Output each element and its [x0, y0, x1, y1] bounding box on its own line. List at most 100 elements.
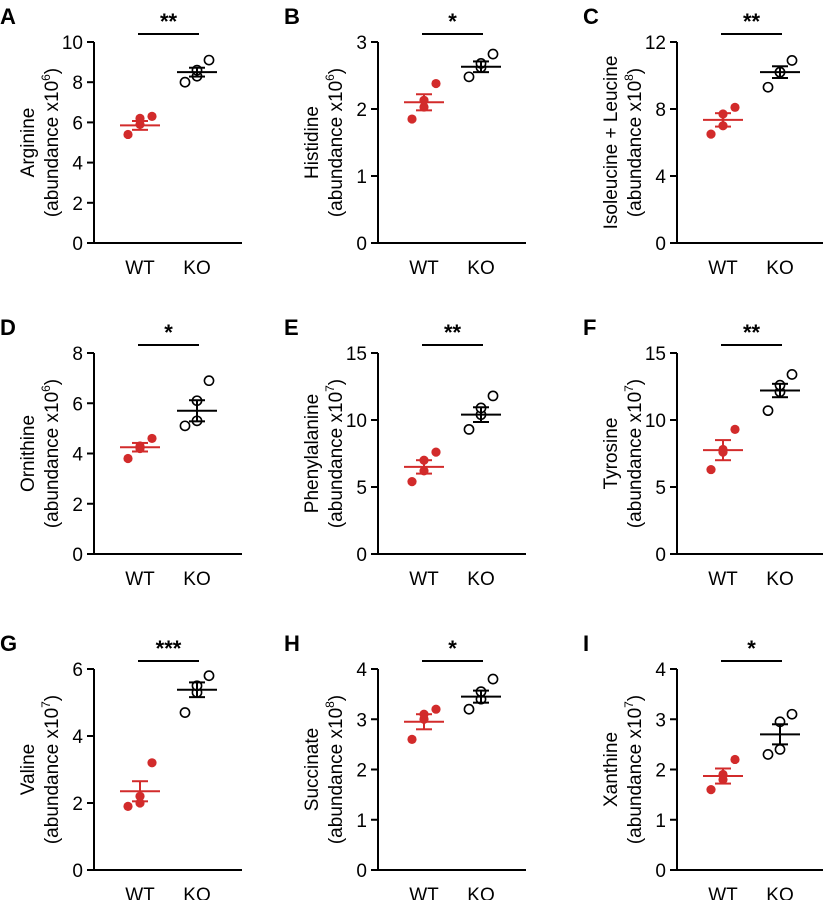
y-tick-label: 8 — [655, 100, 666, 121]
significance-label: ** — [743, 9, 761, 34]
y-axis-label-close: ) — [326, 379, 347, 385]
y-tick-label: 4 — [356, 660, 367, 681]
data-point — [487, 673, 499, 685]
data-point — [730, 754, 740, 765]
y-tick-label: 4 — [655, 660, 666, 681]
y-axis-label-exponent: 6 — [39, 385, 53, 392]
y-axis-label-unit: (abundance x107) — [39, 695, 63, 844]
panel-letter: A — [0, 4, 16, 29]
series-ko — [177, 375, 217, 432]
y-tick-label: 8 — [72, 73, 83, 94]
x-tick-label: WT — [409, 258, 439, 279]
y-tick-label: 0 — [72, 545, 83, 566]
x-tick-label: KO — [766, 258, 793, 279]
y-axis-label-exponent: 8 — [622, 74, 636, 81]
y-axis-label-unit: (abundance x106) — [39, 379, 63, 528]
data-point — [147, 111, 157, 121]
y-tick-label: 1 — [655, 811, 666, 832]
y-axis-label-unit-text: (abundance x10 — [625, 81, 646, 217]
x-tick-label: KO — [467, 569, 494, 590]
y-tick-label: 15 — [645, 344, 666, 365]
y-tick-label: 3 — [655, 710, 666, 731]
panel-letter: C — [583, 4, 599, 29]
data-point — [123, 129, 133, 140]
y-axis-label-unit-text: (abundance x10 — [42, 708, 63, 844]
y-axis-label-close: ) — [625, 68, 646, 74]
y-tick-label: 0 — [655, 861, 666, 882]
data-point — [123, 801, 133, 811]
y-tick-label: 5 — [356, 478, 367, 499]
x-tick-label: WT — [125, 885, 155, 900]
y-tick-label: 0 — [655, 545, 666, 566]
x-tick-label: WT — [125, 569, 155, 590]
significance-label: * — [448, 636, 457, 661]
y-axis-label-unit-text: (abundance x10 — [326, 392, 347, 528]
y-tick-label: 4 — [655, 167, 666, 188]
x-tick-label: WT — [708, 569, 738, 590]
x-tick-label: WT — [409, 569, 439, 590]
panel-letter: G — [0, 631, 17, 656]
series-wt — [120, 758, 160, 811]
panel-b: B 0 1 2 3 WT KO Histidine (abundance x106) * — [284, 4, 526, 279]
y-tick-label: 6 — [72, 394, 83, 415]
y-axis-label-exponent: 6 — [39, 74, 53, 81]
significance-label: *** — [156, 636, 182, 661]
y-tick-label: 4 — [72, 445, 83, 466]
y-tick-label: 10 — [346, 411, 367, 432]
y-tick-label: 12 — [645, 33, 666, 54]
y-axis-label-unit: (abundance x107) — [622, 379, 646, 528]
y-axis-label-name: Xanthine — [601, 732, 622, 807]
significance-label: ** — [444, 320, 462, 345]
x-tick-label: KO — [766, 569, 793, 590]
y-tick-label: 10 — [62, 33, 83, 54]
y-tick-label: 0 — [356, 234, 367, 255]
series-wt — [703, 754, 743, 795]
data-point — [179, 76, 191, 88]
y-axis-label-close: ) — [625, 379, 646, 385]
panel-letter: D — [0, 315, 16, 340]
y-axis-label-close: ) — [42, 695, 63, 701]
series-wt — [703, 424, 743, 475]
x-tick-label: WT — [409, 885, 439, 900]
y-axis-label-exponent: 7 — [622, 385, 636, 392]
y-axis-label-exponent: 7 — [323, 385, 337, 392]
series-wt — [404, 447, 444, 487]
panel-e: E 0 5 10 15 WT KO Phenylalanine (abundance x107)… — [284, 315, 526, 590]
data-point — [431, 78, 441, 89]
y-tick-label: 4 — [72, 727, 83, 748]
y-axis-label-unit: (abundance x108) — [622, 68, 646, 217]
y-tick-label: 1 — [356, 811, 367, 832]
data-point — [431, 704, 441, 714]
x-tick-label: WT — [708, 885, 738, 900]
series-wt — [404, 704, 444, 744]
panel-letter: B — [284, 4, 300, 29]
y-axis-label-unit-text: (abundance x10 — [625, 708, 646, 844]
y-axis-label-unit: (abundance x106) — [39, 68, 63, 217]
x-tick-label: KO — [467, 885, 494, 900]
data-point — [431, 447, 441, 457]
y-tick-label: 0 — [356, 545, 367, 566]
panel-letter: I — [583, 631, 589, 656]
y-tick-label: 5 — [655, 478, 666, 499]
y-tick-label: 3 — [356, 33, 367, 54]
y-axis-label-close: ) — [42, 68, 63, 74]
data-point — [407, 734, 417, 744]
panel-g: G 0 2 4 6 WT KO Valine (abundance x107) *** — [0, 631, 242, 900]
data-point — [203, 375, 215, 387]
y-axis-label-name: Valine — [18, 744, 39, 795]
y-tick-label: 2 — [356, 761, 367, 782]
data-point — [487, 390, 499, 402]
series-wt — [703, 102, 743, 139]
y-tick-label: 1 — [356, 167, 367, 188]
data-point — [179, 707, 191, 718]
data-point — [762, 749, 774, 760]
y-tick-label: 0 — [72, 234, 83, 255]
significance-label: ** — [743, 320, 761, 345]
y-axis-label-name: Arginine — [18, 108, 39, 178]
y-axis-label-name: Phenylalanine — [302, 394, 323, 513]
data-point — [179, 420, 191, 432]
y-tick-label: 8 — [72, 344, 83, 365]
data-point — [762, 405, 774, 417]
